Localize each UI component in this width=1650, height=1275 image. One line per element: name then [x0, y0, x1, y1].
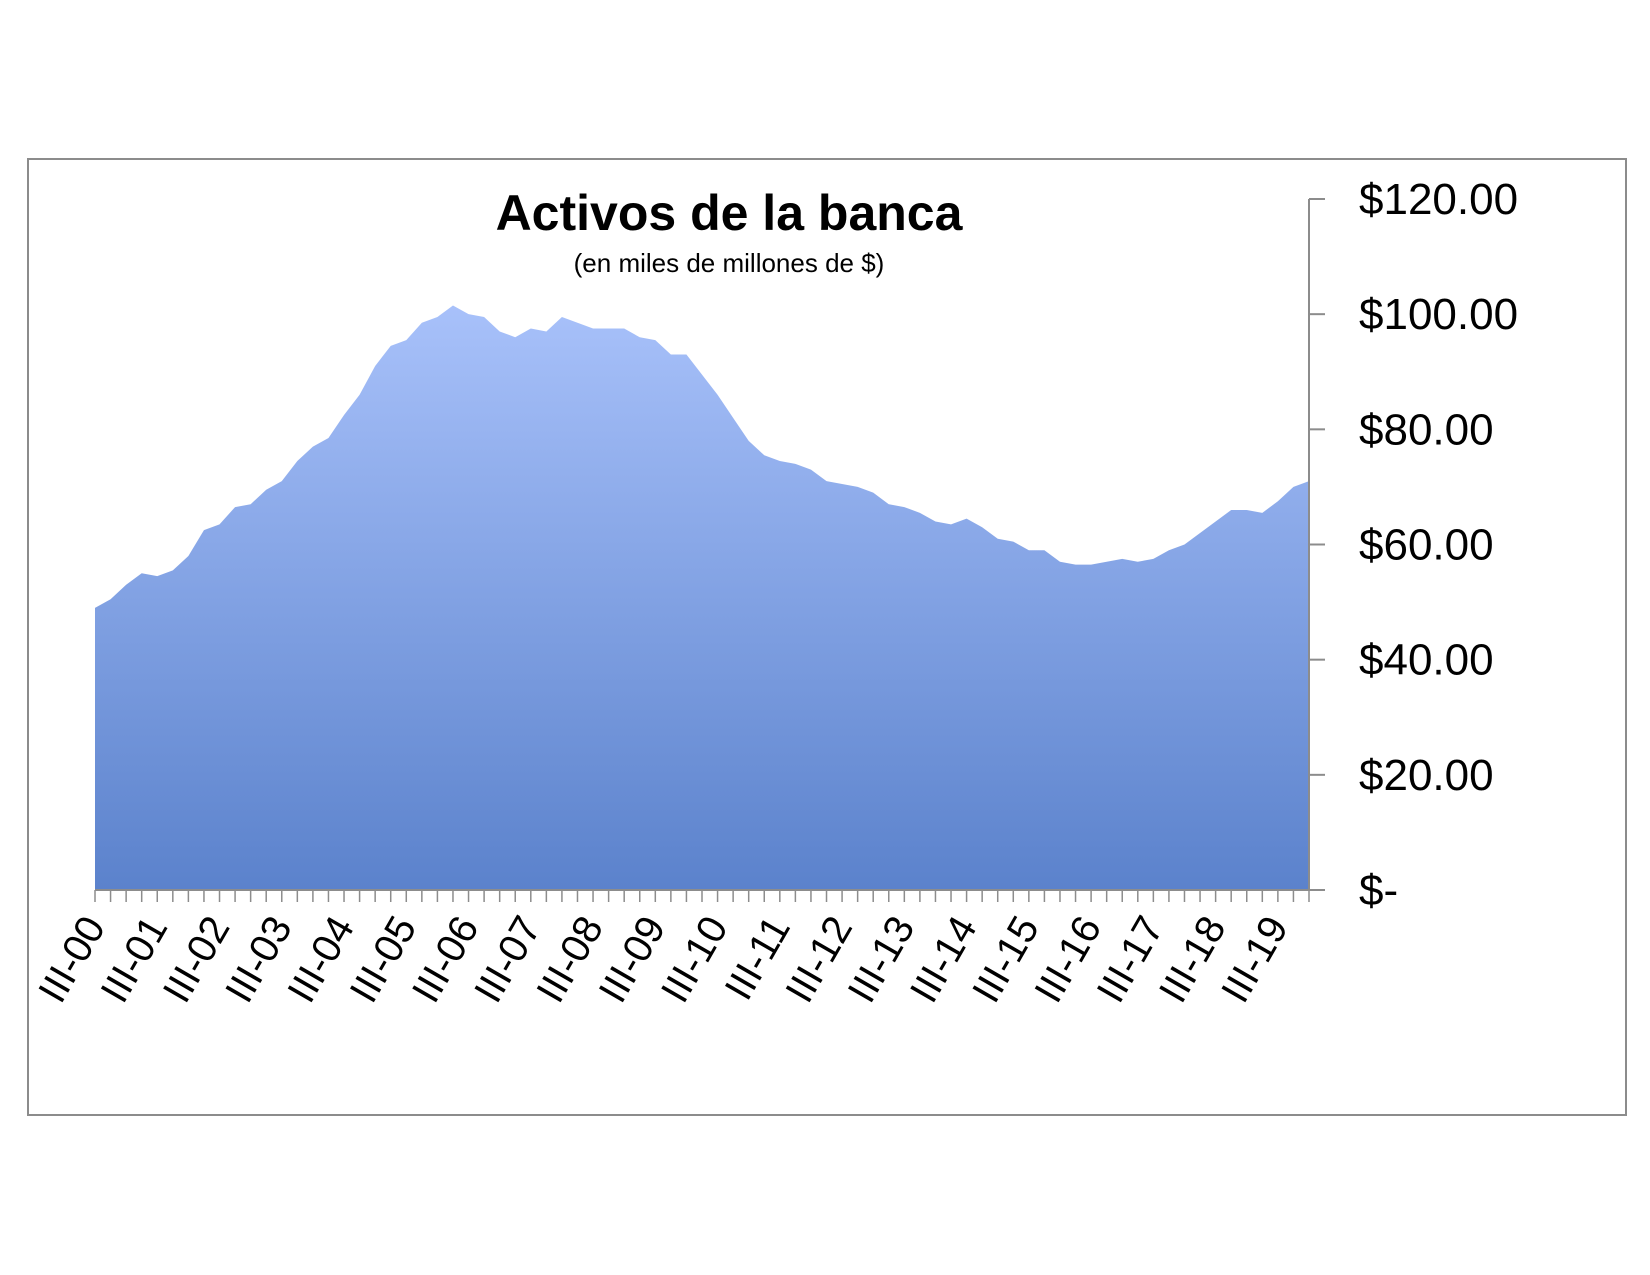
chart-svg: Activos de la banca (en miles de millone…: [30, 175, 1518, 1010]
x-tick-label: III-06: [404, 909, 488, 1010]
x-tick-label: III-05: [342, 909, 426, 1010]
x-tick-label: III-14: [902, 909, 986, 1010]
chart-subtitle: (en miles de millones de $): [574, 248, 885, 278]
y-tick-label: $40.00: [1359, 636, 1494, 685]
y-tick-label: $80.00: [1359, 405, 1494, 454]
x-tick-label: III-18: [1151, 909, 1235, 1010]
x-tick-label: III-02: [155, 909, 239, 1010]
y-tick-label: $20.00: [1359, 751, 1494, 800]
x-tick-label: III-17: [1089, 909, 1173, 1010]
x-tick-label: III-15: [964, 909, 1048, 1010]
y-tick-labels: $- $20.00 $40.00 $60.00 $80.00 $100.00 $120.00: [1359, 175, 1518, 915]
x-tick-label: III-10: [653, 909, 737, 1010]
x-tick-label: III-12: [777, 909, 861, 1010]
x-tick-label: III-09: [591, 909, 675, 1010]
x-tick-label: III-00: [30, 909, 114, 1010]
x-tick-label: III-13: [840, 909, 924, 1010]
y-tick-label: $100.00: [1359, 290, 1518, 339]
x-tick-label: III-07: [466, 909, 550, 1010]
y-tick-label: $-: [1359, 866, 1398, 915]
y-tick-label: $60.00: [1359, 521, 1494, 570]
x-tick-labels: III-00III-01III-02III-03III-04III-05III-…: [30, 909, 1297, 1010]
chart-title: Activos de la banca: [496, 185, 964, 241]
area-series: [95, 305, 1309, 890]
x-tick-label: III-16: [1026, 909, 1110, 1010]
x-tick-label: III-19: [1213, 909, 1297, 1010]
axis-layer: [94, 198, 1325, 902]
x-tick-label: III-08: [528, 909, 612, 1010]
area-layer: [95, 305, 1309, 890]
y-tick-label: $120.00: [1359, 175, 1518, 224]
x-tick-label: III-04: [279, 909, 363, 1010]
chart-frame: Activos de la banca (en miles de millone…: [27, 158, 1627, 1116]
x-tick-label: III-03: [217, 909, 301, 1010]
x-tick-label: III-01: [93, 909, 177, 1010]
